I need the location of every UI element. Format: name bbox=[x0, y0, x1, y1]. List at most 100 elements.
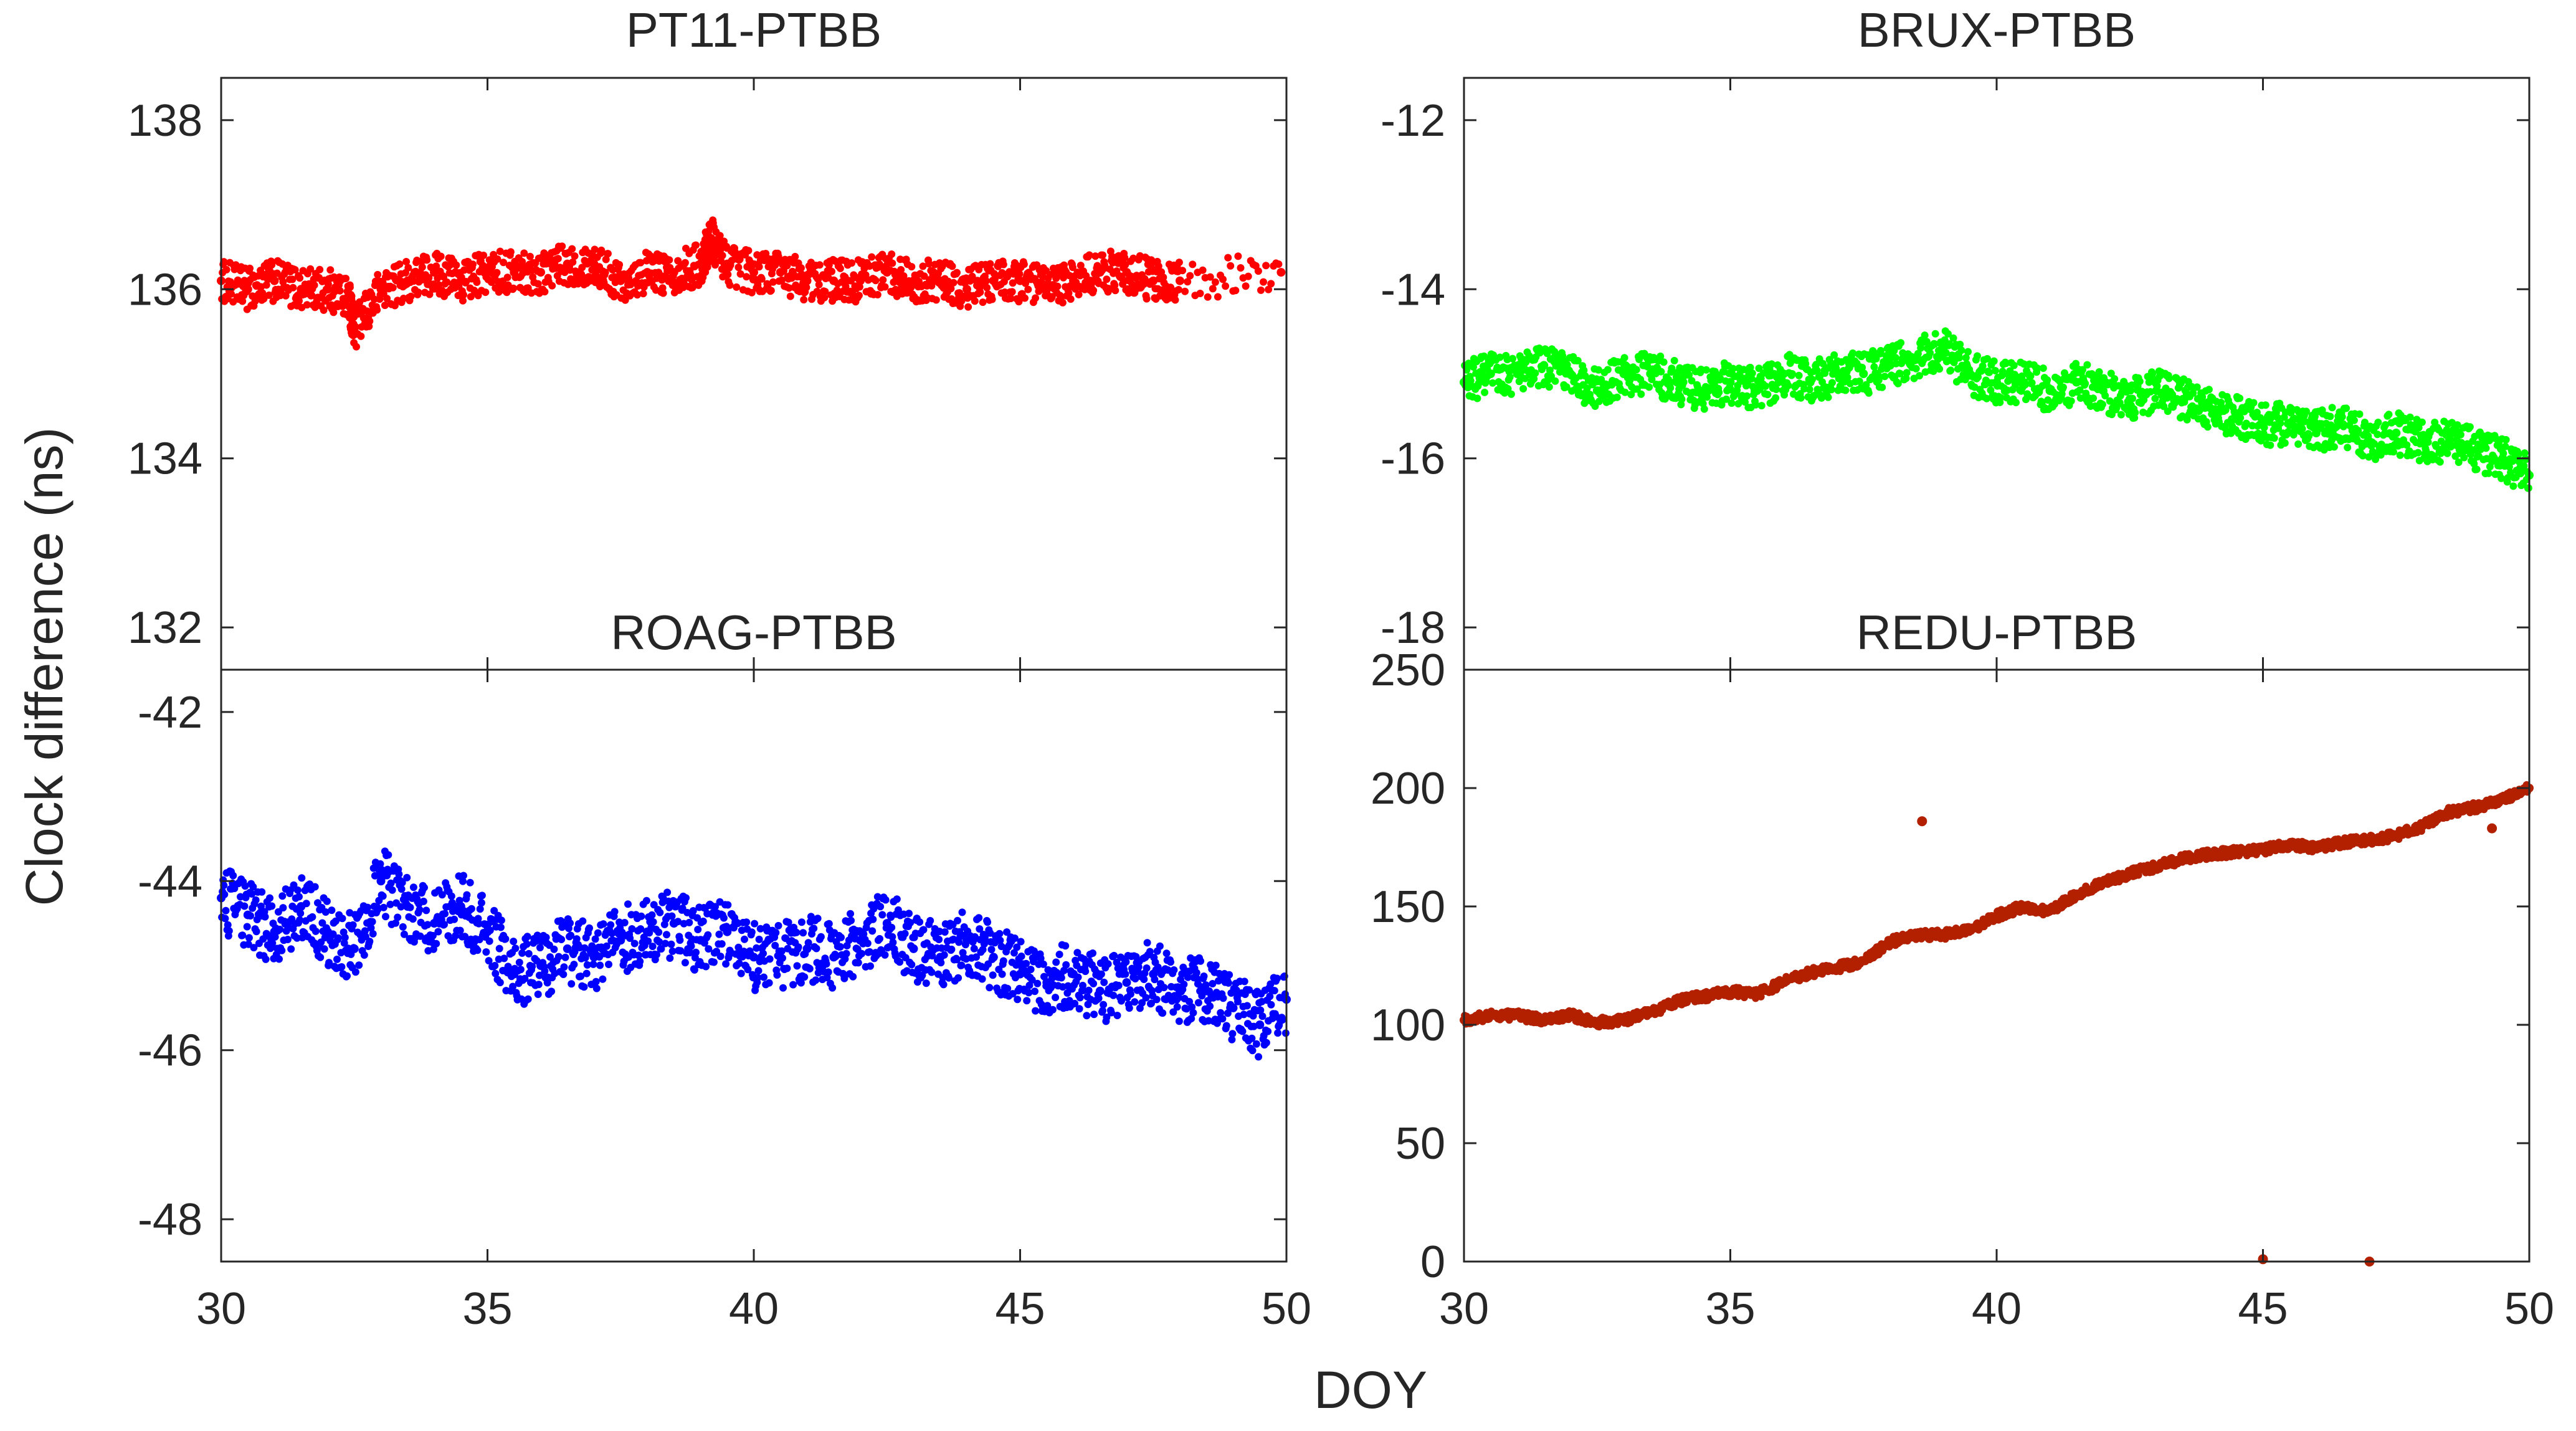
data-point bbox=[246, 265, 254, 272]
data-point bbox=[1126, 1004, 1133, 1012]
data-point bbox=[795, 943, 802, 951]
data-point bbox=[1604, 366, 1612, 373]
data-point bbox=[338, 963, 345, 971]
x-tick-label: 40 bbox=[729, 1284, 779, 1334]
x-tick-label: 35 bbox=[462, 1284, 512, 1334]
data-point bbox=[868, 927, 876, 934]
data-point bbox=[2262, 401, 2269, 409]
data-point bbox=[882, 896, 890, 904]
data-point bbox=[558, 242, 566, 250]
data-point bbox=[1224, 254, 1232, 262]
data-point bbox=[791, 253, 799, 260]
data-point bbox=[787, 293, 794, 300]
data-point bbox=[1199, 267, 1207, 274]
data-point bbox=[1531, 369, 1539, 377]
data-point bbox=[1022, 960, 1030, 967]
data-point bbox=[394, 914, 401, 921]
data-point bbox=[374, 271, 381, 278]
data-point bbox=[335, 934, 342, 942]
data-point bbox=[450, 916, 458, 923]
data-point bbox=[889, 939, 896, 946]
data-point bbox=[843, 950, 850, 958]
data-point bbox=[720, 915, 728, 922]
data-point bbox=[663, 931, 670, 938]
data-point bbox=[823, 960, 830, 967]
data-point bbox=[855, 959, 862, 966]
data-point bbox=[2444, 450, 2451, 457]
data-point bbox=[607, 921, 614, 929]
data-point bbox=[592, 978, 600, 986]
data-point bbox=[468, 905, 475, 913]
data-point bbox=[1174, 1003, 1181, 1010]
data-point bbox=[1067, 295, 1075, 303]
data-point bbox=[2466, 423, 2474, 430]
data-point bbox=[806, 965, 814, 972]
data-point bbox=[409, 915, 417, 923]
data-point bbox=[295, 893, 303, 900]
data-point bbox=[773, 971, 781, 979]
data-point bbox=[1621, 354, 1628, 361]
data-point bbox=[908, 263, 915, 270]
data-point bbox=[688, 943, 695, 950]
data-point bbox=[535, 991, 542, 998]
data-point bbox=[1271, 987, 1278, 994]
data-point bbox=[1204, 293, 1212, 301]
data-point bbox=[541, 967, 548, 975]
data-point bbox=[624, 900, 632, 908]
data-point bbox=[878, 911, 886, 918]
data-point bbox=[346, 283, 354, 291]
data-point bbox=[258, 888, 265, 896]
data-point bbox=[1143, 964, 1151, 972]
data-point bbox=[1865, 389, 1873, 397]
data-point bbox=[507, 248, 515, 255]
data-point bbox=[1059, 299, 1067, 307]
data-point bbox=[1024, 286, 1032, 293]
data-point bbox=[636, 958, 644, 965]
data-point bbox=[682, 894, 690, 901]
data-point bbox=[389, 284, 397, 292]
data-point bbox=[858, 950, 865, 958]
data-point bbox=[2060, 384, 2067, 391]
data-point bbox=[908, 961, 915, 968]
data-point bbox=[837, 265, 844, 272]
data-point bbox=[656, 909, 663, 916]
data-point bbox=[893, 895, 901, 903]
data-point bbox=[524, 933, 531, 940]
data-point bbox=[665, 256, 673, 264]
data-point bbox=[223, 266, 231, 273]
data-point bbox=[252, 896, 260, 904]
data-point bbox=[420, 898, 427, 905]
data-point bbox=[1115, 982, 1123, 989]
y-tick-label: -48 bbox=[138, 1195, 202, 1245]
data-point bbox=[596, 962, 604, 969]
data-point bbox=[1519, 385, 1527, 392]
data-point bbox=[1262, 262, 1270, 269]
data-point bbox=[649, 943, 657, 950]
data-point bbox=[294, 887, 302, 894]
data-point bbox=[847, 917, 855, 925]
data-point bbox=[799, 929, 807, 936]
data-point bbox=[460, 291, 467, 298]
data-point bbox=[1245, 273, 1252, 280]
data-point bbox=[2457, 431, 2464, 439]
data-point bbox=[555, 953, 563, 961]
data-point bbox=[2299, 425, 2306, 432]
data-point bbox=[308, 913, 316, 921]
data-point bbox=[953, 269, 961, 277]
data-point bbox=[1222, 282, 1229, 290]
data-point bbox=[350, 944, 359, 953]
data-point bbox=[976, 288, 984, 296]
data-point bbox=[2136, 378, 2144, 385]
data-point bbox=[467, 879, 474, 887]
data-point bbox=[1156, 943, 1164, 950]
data-point bbox=[1241, 977, 1248, 985]
data-point bbox=[278, 947, 285, 954]
data-point bbox=[1032, 1007, 1039, 1015]
data-point bbox=[559, 971, 567, 978]
data-point bbox=[1881, 373, 1888, 380]
data-point bbox=[1267, 1001, 1275, 1009]
data-point bbox=[316, 954, 324, 961]
data-point bbox=[245, 934, 253, 941]
data-point bbox=[1267, 280, 1275, 287]
